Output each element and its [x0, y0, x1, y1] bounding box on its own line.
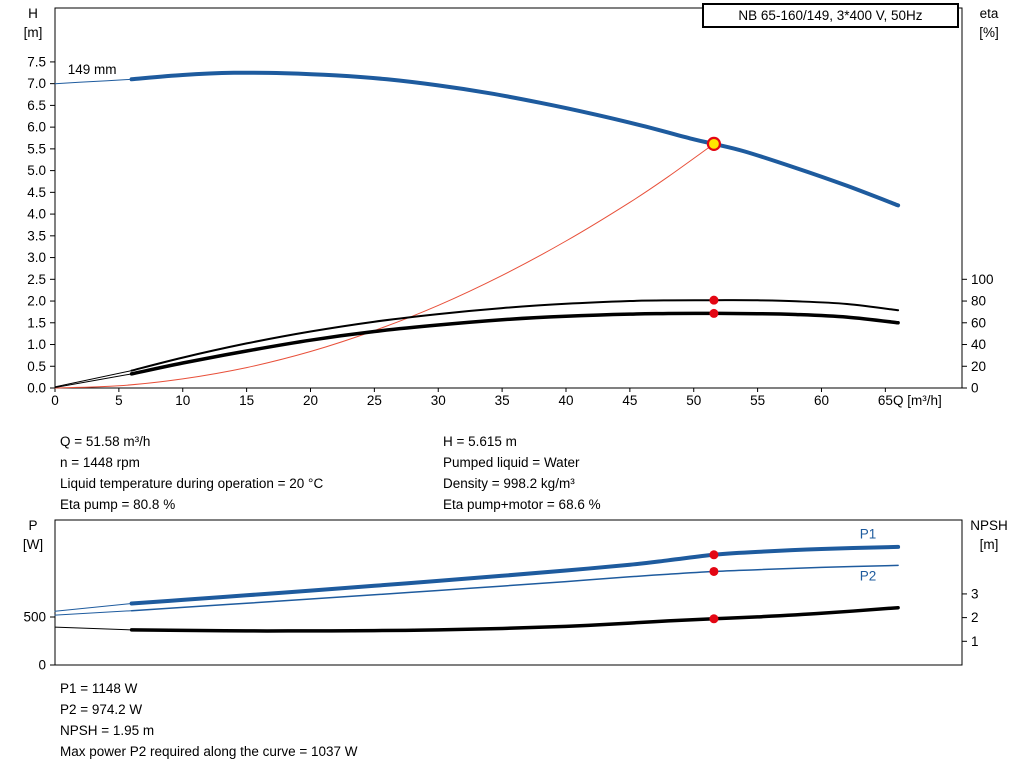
x-tick-label: 15	[239, 393, 254, 408]
y-left-tick-label: 500	[23, 609, 46, 624]
x-tick-label: 10	[175, 393, 190, 408]
power-npsh-chart: 0 500 1 2 3 P [W] NPSH [m] P1 P2	[23, 518, 1008, 673]
y-right-axis-unit: [m]	[980, 537, 999, 552]
y-left-tick-label: 4.0	[27, 207, 46, 222]
x-tick-label: 45	[622, 393, 637, 408]
eta-pump-motor-lead	[54, 373, 133, 388]
y-right-tick-label: 60	[971, 315, 986, 330]
eta-pump-lead	[54, 370, 133, 388]
y-left-axis-unit: [m]	[24, 25, 43, 40]
eta-pump-motor-curve	[129, 311, 900, 376]
y-right-axis-unit: [%]	[979, 25, 999, 40]
x-tick-label: 20	[303, 393, 318, 408]
y-left-tick-label: 0	[38, 658, 46, 673]
y-left-tick-label: 5.5	[27, 141, 46, 156]
annotation-p1: P1	[860, 527, 877, 542]
x-axis-title: Q [m³/h]	[893, 393, 942, 408]
y-left-tick-label: 2.0	[27, 294, 46, 309]
y-right-tick-label: 100	[971, 272, 994, 287]
x-tick-label: 0	[51, 393, 59, 408]
y-right-tick-label: 3	[971, 586, 979, 601]
p1-value-text: P1 = 1148 W	[60, 681, 138, 696]
y-right-axis-title: NPSH	[970, 518, 1008, 533]
p2-curve	[130, 564, 899, 612]
y-left-axis-title: P	[28, 518, 37, 533]
x-tick-label: 65	[878, 393, 893, 408]
power-info-column: P1 = 1148 W P2 = 974.2 W NPSH = 1.95 m M…	[60, 678, 358, 762]
y-left-tick-label: 7.5	[27, 54, 46, 69]
density-text: Density = 998.2 kg/m³	[443, 476, 575, 491]
y-left-axis-title: H	[28, 6, 38, 21]
npsh-curve-lead	[54, 626, 133, 631]
head-curve-lead	[54, 78, 133, 85]
x-tick-label: 40	[558, 393, 573, 408]
p1-curve	[129, 544, 901, 606]
y-right-tick-label: 1	[971, 634, 979, 649]
eta-pump-curve	[130, 299, 900, 372]
max-power-text: Max power P2 required along the curve = …	[60, 744, 358, 759]
y-right-tick-label: 0	[971, 381, 979, 396]
duty-info-right-column: H = 5.615 m Pumped liquid = Water Densit…	[443, 431, 601, 515]
eta-pump-motor-text: Eta pump+motor = 68.6 %	[443, 497, 601, 512]
duty-point-marker[interactable]	[706, 136, 722, 151]
y-right-tick-label: 2	[971, 610, 979, 625]
npsh-curve	[129, 605, 900, 633]
operating-point-dot	[709, 308, 719, 318]
hq-eta-chart: 0 5 10 15 20 25 30 35 40 45 50 55 60 65 Q [m³/h] 0.0 0.5…	[24, 6, 999, 408]
y-left-tick-label: 6.5	[27, 98, 46, 113]
x-tick-label: 50	[686, 393, 701, 408]
y-left-tick-label: 5.0	[27, 163, 46, 178]
x-tick-label: 30	[431, 393, 446, 408]
y-right-tick-label: 80	[971, 294, 986, 309]
x-tick-label: 35	[495, 393, 510, 408]
y-right-tick-label: 40	[971, 337, 986, 352]
y-left-tick-label: 0.5	[27, 359, 46, 374]
speed-value-text: n = 1448 rpm	[60, 455, 140, 470]
operating-point-dot	[709, 566, 719, 576]
operating-point-dot	[709, 614, 719, 624]
npsh-value-text: NPSH = 1.95 m	[60, 723, 155, 738]
y-left-tick-label: 3.0	[27, 250, 46, 265]
pump-title-box: NB 65-160/149, 3*400 V, 50Hz	[702, 3, 959, 28]
duty-info-left-column: Q = 51.58 m³/h n = 1448 rpm Liquid tempe…	[60, 431, 323, 515]
x-tick-label: 5	[115, 393, 123, 408]
operating-point-dot	[709, 295, 719, 305]
y-left-tick-label: 7.0	[27, 76, 46, 91]
eta-pump-text: Eta pump = 80.8 %	[60, 497, 176, 512]
y-right-axis-title: eta	[980, 6, 999, 21]
x-tick-label: 60	[814, 393, 829, 408]
p2-value-text: P2 = 974.2 W	[60, 702, 143, 717]
y-left-tick-label: 1.0	[27, 337, 46, 352]
p2-curve-lead	[54, 610, 133, 616]
liquid-temperature-text: Liquid temperature during operation = 20…	[60, 476, 324, 491]
y-left-tick-label: 6.0	[27, 120, 46, 135]
y-left-tick-label: 4.5	[27, 185, 46, 200]
x-tick-label: 25	[367, 393, 382, 408]
head-curve	[129, 70, 901, 208]
y-right-tick-label: 20	[971, 359, 986, 374]
y-left-tick-label: 2.5	[27, 272, 46, 287]
plot-border	[54, 519, 963, 666]
system-curve	[54, 143, 715, 389]
pumped-liquid-text: Pumped liquid = Water	[443, 455, 580, 470]
y-left-tick-label: 3.5	[27, 228, 46, 243]
annotation-149-mm: 149 mm	[68, 62, 117, 77]
p1-curve-lead	[54, 603, 133, 612]
q-value-text: Q = 51.58 m³/h	[60, 434, 151, 449]
y-left-tick-label: 0.0	[27, 381, 46, 396]
x-tick-label: 55	[750, 393, 765, 408]
head-value-text: H = 5.615 m	[443, 434, 517, 449]
pump-title: NB 65-160/149, 3*400 V, 50Hz	[738, 8, 923, 23]
y-left-tick-label: 1.5	[27, 315, 46, 330]
annotation-p2: P2	[860, 569, 877, 584]
y-left-axis-unit: [W]	[23, 537, 43, 552]
operating-point-dot	[709, 550, 719, 560]
plot-border	[54, 7, 963, 389]
